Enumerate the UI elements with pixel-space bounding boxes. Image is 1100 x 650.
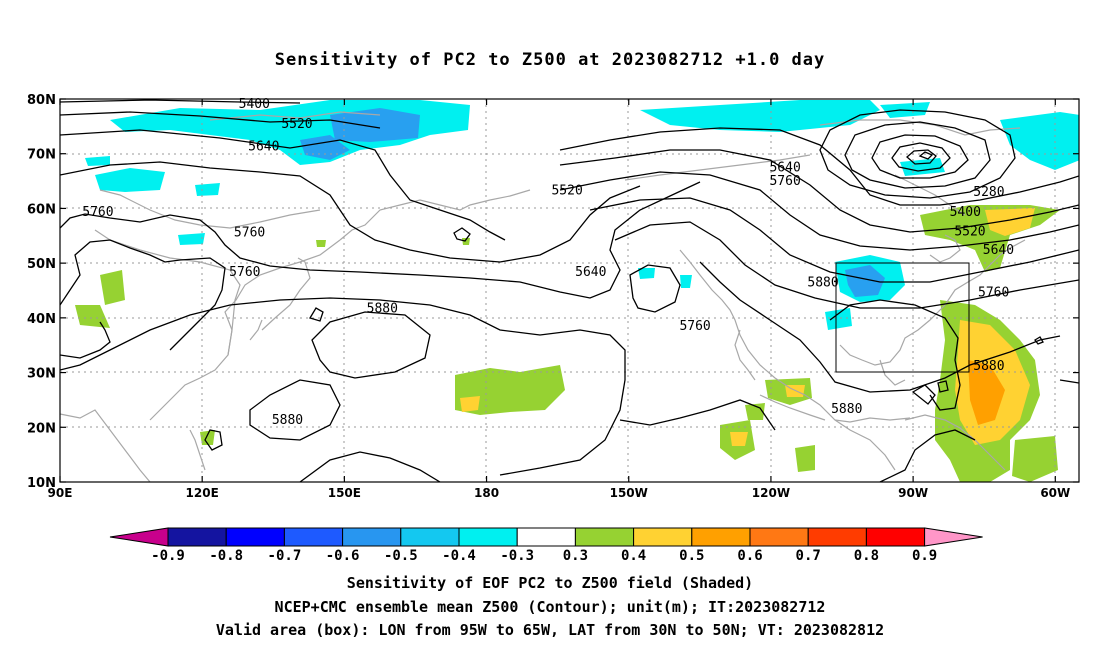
contour-label: 5760	[82, 205, 113, 220]
colorbar-swatch	[342, 527, 402, 547]
colorbar-label: -0.6	[326, 548, 360, 560]
colorbar-swatch	[691, 527, 751, 547]
colorbar-swatch	[633, 527, 693, 547]
colorbar-label: 0.6	[737, 548, 762, 560]
z500-contours	[60, 99, 1079, 482]
contour-label: 5400	[239, 97, 270, 112]
lon-tick-label: 180	[474, 486, 499, 500]
contour-label: 5640	[769, 160, 800, 175]
colorbar-label: -0.4	[442, 548, 476, 560]
lat-tick-label: 60N	[27, 202, 56, 217]
lon-tick-label: 150E	[328, 486, 361, 500]
contour-label: 5640	[983, 243, 1014, 258]
coastlines	[60, 111, 1026, 482]
colorbar-label: -0.9	[151, 548, 185, 560]
lon-tick-label: 60W	[1040, 486, 1070, 500]
sensitivity-map: 5400552056405760576057605880588055205640…	[27, 93, 1080, 560]
colorbar-label: 0.8	[854, 548, 879, 560]
contour-label: 5760	[769, 174, 800, 189]
map-frame	[59, 98, 1080, 483]
caption-shading: Sensitivity of EOF PC2 to Z500 field (Sh…	[346, 574, 754, 592]
colorbar-label: 0.4	[621, 548, 646, 560]
colorbar-label: -0.7	[268, 548, 302, 560]
contour-label: 5280	[973, 185, 1004, 200]
lat-tick-label: 10N	[27, 476, 56, 491]
lon-tick-label: 120W	[752, 486, 790, 500]
colorbar-swatch	[458, 527, 518, 547]
contour-label: 5760	[234, 225, 265, 240]
contour-label: 5880	[831, 402, 862, 417]
lat-tick-label: 80N	[27, 93, 56, 108]
colorbar-label: -0.5	[384, 548, 418, 560]
contour-label: 5760	[978, 286, 1009, 301]
contour-label: 5520	[954, 224, 985, 239]
caption-contour: NCEP+CMC ensemble mean Z500 (Contour); u…	[274, 598, 826, 616]
graticule	[60, 99, 1079, 482]
positive-sensitivity-shading	[75, 205, 1060, 482]
colorbar-label: 0.3	[563, 548, 588, 560]
lat-tick-label: 50N	[27, 257, 56, 272]
lat-tick-label: 30N	[27, 367, 56, 382]
contour-label: 5760	[679, 319, 710, 334]
lat-tick-label: 40N	[27, 312, 56, 327]
lon-tick-label: 150W	[610, 486, 648, 500]
colorbar-swatch	[865, 527, 926, 547]
map-title: Sensitivity of PC2 to Z500 at 2023082712…	[274, 50, 826, 70]
contour-label: 5880	[367, 301, 398, 316]
colorbar-swatch	[225, 527, 285, 547]
contour-label: 5520	[551, 183, 582, 198]
lat-tick-label: 70N	[27, 148, 56, 163]
lon-tick-label: 90E	[48, 486, 73, 500]
colorbar-label: 0.9	[912, 548, 937, 560]
colorbar-label: -0.8	[209, 548, 243, 560]
contour-label: 5760	[229, 265, 260, 280]
contour-label: 5640	[575, 265, 606, 280]
lon-tick-label: 120E	[186, 486, 219, 500]
contour-label: 5640	[248, 140, 279, 155]
colorbar-swatch	[283, 527, 344, 547]
colorbar-max-arrow	[924, 527, 983, 547]
colorbar-label: 0.5	[679, 548, 704, 560]
valid-area-box	[835, 262, 970, 373]
colorbar-min-arrow	[109, 527, 169, 547]
lon-tick-label: 90W	[898, 486, 928, 500]
contour-label: 5880	[973, 359, 1004, 374]
colorbar-label: 0.7	[796, 548, 821, 560]
colorbar-swatch	[516, 527, 576, 547]
contour-label: 5400	[950, 205, 981, 220]
contour-label: 5880	[807, 276, 838, 291]
colorbar-label: -0.3	[500, 548, 534, 560]
colorbar-swatch	[574, 527, 635, 547]
contour-labels: 5400552056405760576057605880588055205640…	[82, 97, 1014, 428]
colorbar-swatch	[400, 527, 460, 547]
lat-tick-label: 20N	[27, 421, 56, 436]
colorbar-swatch	[749, 527, 809, 547]
caption-valid-area: Valid area (box): LON from 95W to 65W, L…	[215, 621, 885, 639]
colorbar: -0.9 -0.8 -0.7 -0.6 -0.5 -0.4 -0.3 0.3 0.4 0.5 0.6…	[109, 527, 983, 560]
contour-label: 5520	[281, 117, 312, 132]
contour-label: 5880	[272, 413, 303, 428]
colorbar-swatch	[167, 527, 227, 547]
colorbar-swatch	[807, 527, 867, 547]
